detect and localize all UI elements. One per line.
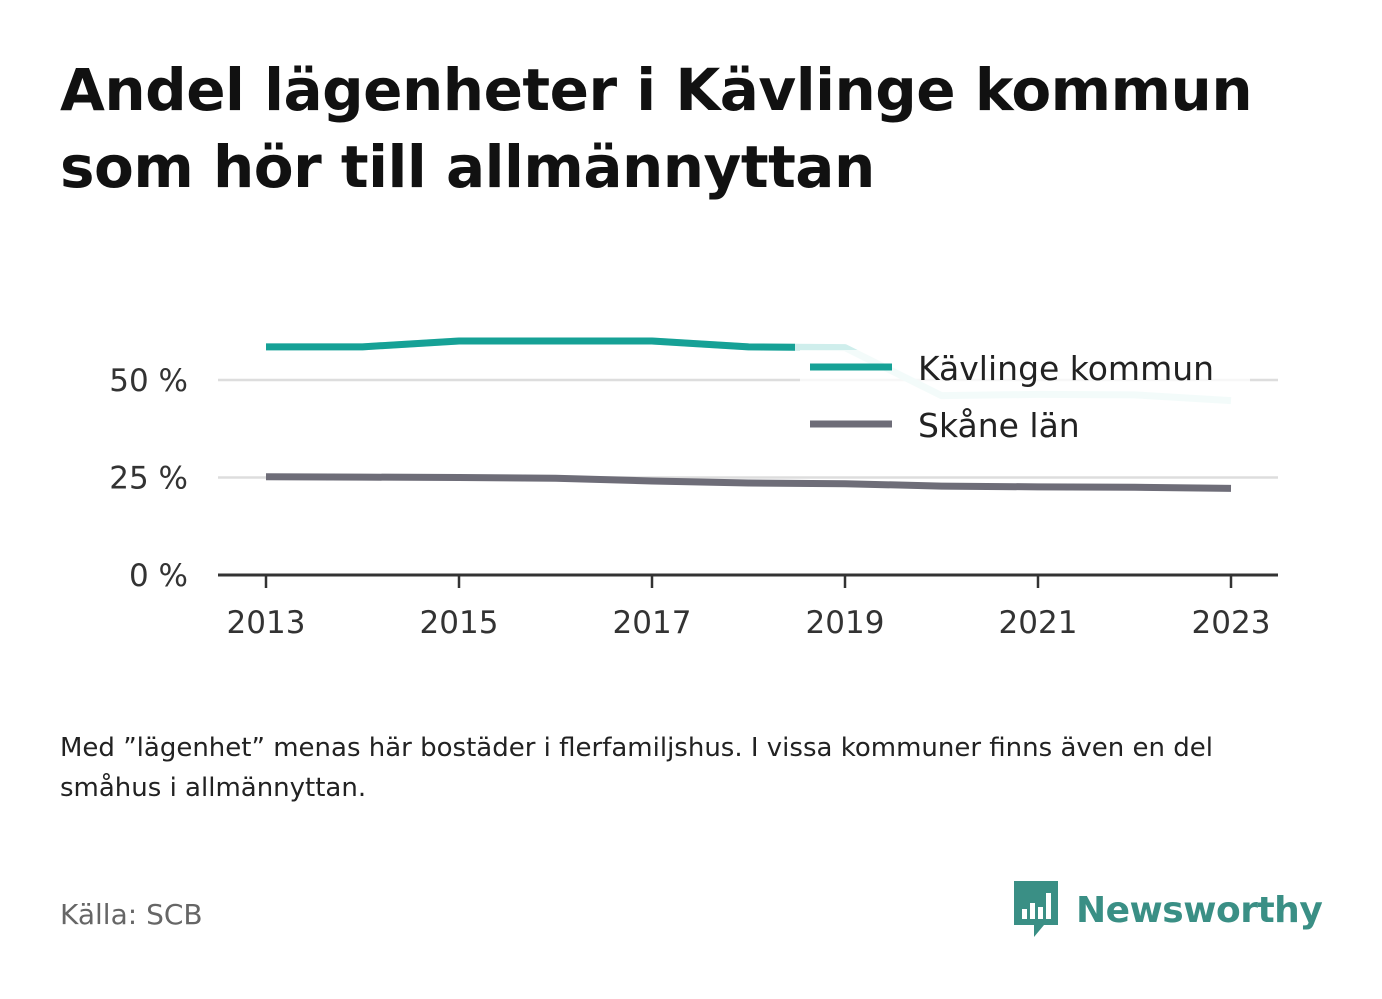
y-axis-tick-labels: 0 % 25 % 50 % <box>109 363 188 594</box>
x-axis-ticks: 2013 2015 2017 2019 2021 2023 <box>227 575 1271 641</box>
y-tick-label: 25 % <box>109 461 188 497</box>
x-tick-label: 2023 <box>1192 605 1271 641</box>
brand-name: Newsworthy <box>1076 889 1323 931</box>
newsworthy-brand[interactable]: Newsworthy <box>1010 878 1323 942</box>
chart-note: Med ”lägenhet” menas här bostäder i fler… <box>60 733 1213 803</box>
legend-label-kavlinge: Kävlinge kommun <box>918 349 1214 388</box>
legend-label-skane: Skåne län <box>918 406 1080 445</box>
y-tick-label: 0 % <box>129 558 188 594</box>
x-tick-label: 2013 <box>227 605 306 641</box>
x-tick-label: 2019 <box>806 605 885 641</box>
source-label: Källa: SCB <box>60 898 203 931</box>
series-line-kavlinge <box>266 337 795 351</box>
y-tick-label: 50 % <box>109 363 188 399</box>
x-tick-label: 2017 <box>613 605 692 641</box>
line-chart: 0 % 25 % 50 % 2013 2015 2017 2019 2021 2023 Käv… <box>109 337 1278 641</box>
series-line-skane <box>265 473 1232 492</box>
legend: Kävlinge kommun Skåne län <box>800 349 1250 450</box>
x-tick-label: 2021 <box>999 605 1078 641</box>
newsworthy-logo-icon <box>1014 881 1058 937</box>
x-tick-label: 2015 <box>420 605 499 641</box>
chart-title: Andel lägenheter i Kävlinge kommun som h… <box>60 56 1253 201</box>
